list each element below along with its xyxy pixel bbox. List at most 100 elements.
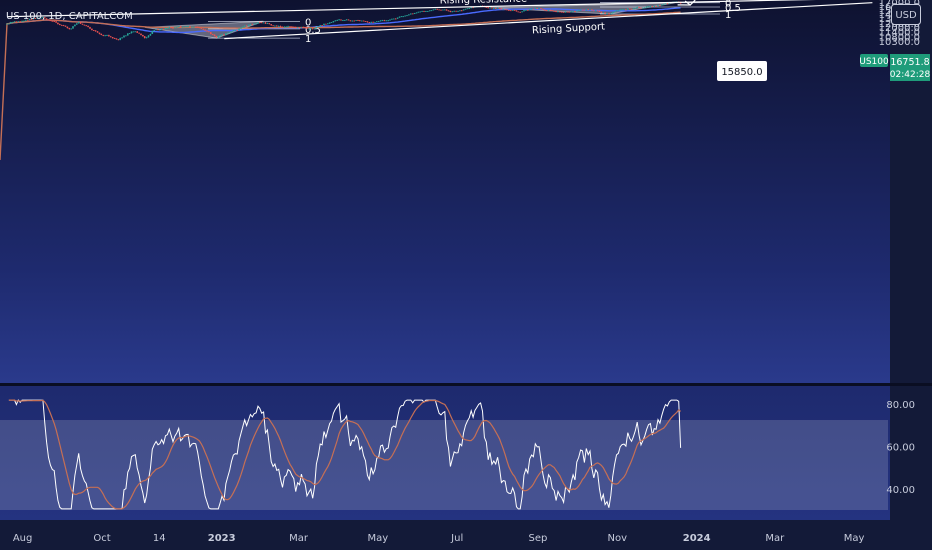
candle-body — [313, 28, 316, 30]
candle-body — [406, 15, 408, 17]
time-tick-label: Nov — [608, 533, 628, 544]
candle-body — [668, 2, 671, 4]
candle-body — [232, 30, 235, 32]
candle-body — [379, 20, 382, 22]
candle-body — [74, 24, 76, 27]
candle-body — [208, 31, 210, 33]
candle-body — [547, 10, 550, 11]
candle-body — [159, 29, 161, 31]
candle-body — [445, 9, 448, 11]
candle-body — [127, 33, 129, 36]
candle-body — [544, 9, 546, 11]
candle-body — [647, 6, 650, 8]
candle-body — [551, 10, 554, 11]
candle-body — [468, 8, 471, 9]
candle-body — [143, 36, 146, 39]
candle-body — [210, 32, 212, 35]
rsi-axis-ticks: 80.00 60.00 40.00 — [886, 400, 915, 496]
candle-body — [411, 13, 414, 15]
candle-body — [285, 26, 288, 28]
trendline-support — [224, 2, 873, 40]
candle-body — [528, 9, 531, 11]
candle-body — [55, 21, 57, 23]
candle-body — [598, 10, 601, 12]
fib-level-label: 0 — [725, 0, 731, 10]
price-tick-label: 10300.0 — [879, 37, 920, 48]
candle-body — [243, 25, 246, 27]
candle-body — [655, 6, 657, 7]
candle-body — [236, 30, 238, 31]
candle-body — [132, 31, 135, 33]
candle-body — [347, 19, 350, 21]
candle-body — [660, 4, 663, 6]
candle-body — [602, 12, 605, 14]
candle-body — [585, 9, 588, 11]
candle-body — [436, 8, 438, 10]
candle-body — [568, 11, 571, 13]
candle-body — [311, 28, 314, 30]
candle-body — [642, 7, 644, 9]
trendline-resistance — [6, 0, 817, 18]
candle-body — [370, 21, 372, 23]
candle-body — [115, 38, 118, 40]
candle-body — [228, 32, 231, 33]
candle-body — [485, 7, 488, 8]
candle-body — [327, 23, 329, 25]
candle-body — [79, 22, 82, 24]
candle-body — [247, 25, 250, 26]
candle-body — [200, 27, 203, 29]
price-tick-label: 10800.0 — [879, 32, 920, 43]
candle-body — [191, 26, 193, 28]
candle-body — [364, 21, 367, 22]
candle-body — [500, 8, 503, 10]
trendlines[interactable]: Rising Resistance Rising Support — [6, 0, 873, 40]
rsi-tick-label: 80.00 — [886, 400, 915, 411]
time-tick-label: 2024 — [683, 533, 711, 544]
candle-body — [449, 10, 452, 12]
candle-body — [183, 26, 186, 28]
candle-body — [376, 21, 378, 23]
candle-body — [57, 22, 59, 25]
candle-body — [385, 20, 388, 22]
candle-body — [332, 21, 335, 23]
candle-body — [442, 9, 444, 11]
candle-body — [170, 27, 172, 28]
candle-body — [281, 26, 284, 28]
candle-body — [511, 10, 514, 11]
candle-body — [640, 7, 642, 9]
candle-body — [157, 29, 159, 31]
candle-body — [611, 12, 614, 14]
candle-body — [223, 34, 225, 36]
candle-body — [68, 28, 71, 30]
candle-body — [38, 17, 40, 19]
candle-body — [487, 7, 489, 9]
candle-body — [294, 26, 297, 28]
candle-body — [610, 13, 612, 15]
candle-body — [415, 12, 418, 14]
candle-body — [89, 27, 91, 29]
candle-body — [234, 30, 237, 31]
candle-body — [387, 20, 389, 22]
candle-body — [304, 27, 306, 29]
candle-body — [270, 24, 272, 26]
candle-body — [91, 28, 93, 31]
candle-body — [323, 23, 325, 26]
rsi-tick-label: 60.00 — [886, 443, 915, 454]
candle-body — [421, 11, 423, 12]
candle-body — [489, 7, 491, 9]
candle-body — [455, 10, 457, 12]
candle-body — [560, 11, 563, 13]
time-tick-label: Sep — [528, 533, 547, 544]
candle-body — [174, 27, 176, 29]
candle-body — [393, 18, 395, 20]
currency-button[interactable]: USD — [891, 4, 921, 25]
candle-body — [25, 19, 27, 21]
target-label-box[interactable]: 15850.0 — [717, 61, 767, 81]
candle-body — [245, 25, 248, 27]
projection-arrow[interactable] — [677, 0, 696, 6]
candle-body — [230, 31, 233, 33]
candle-body — [434, 8, 437, 10]
candle-body — [423, 11, 425, 12]
candle-body — [130, 31, 133, 34]
